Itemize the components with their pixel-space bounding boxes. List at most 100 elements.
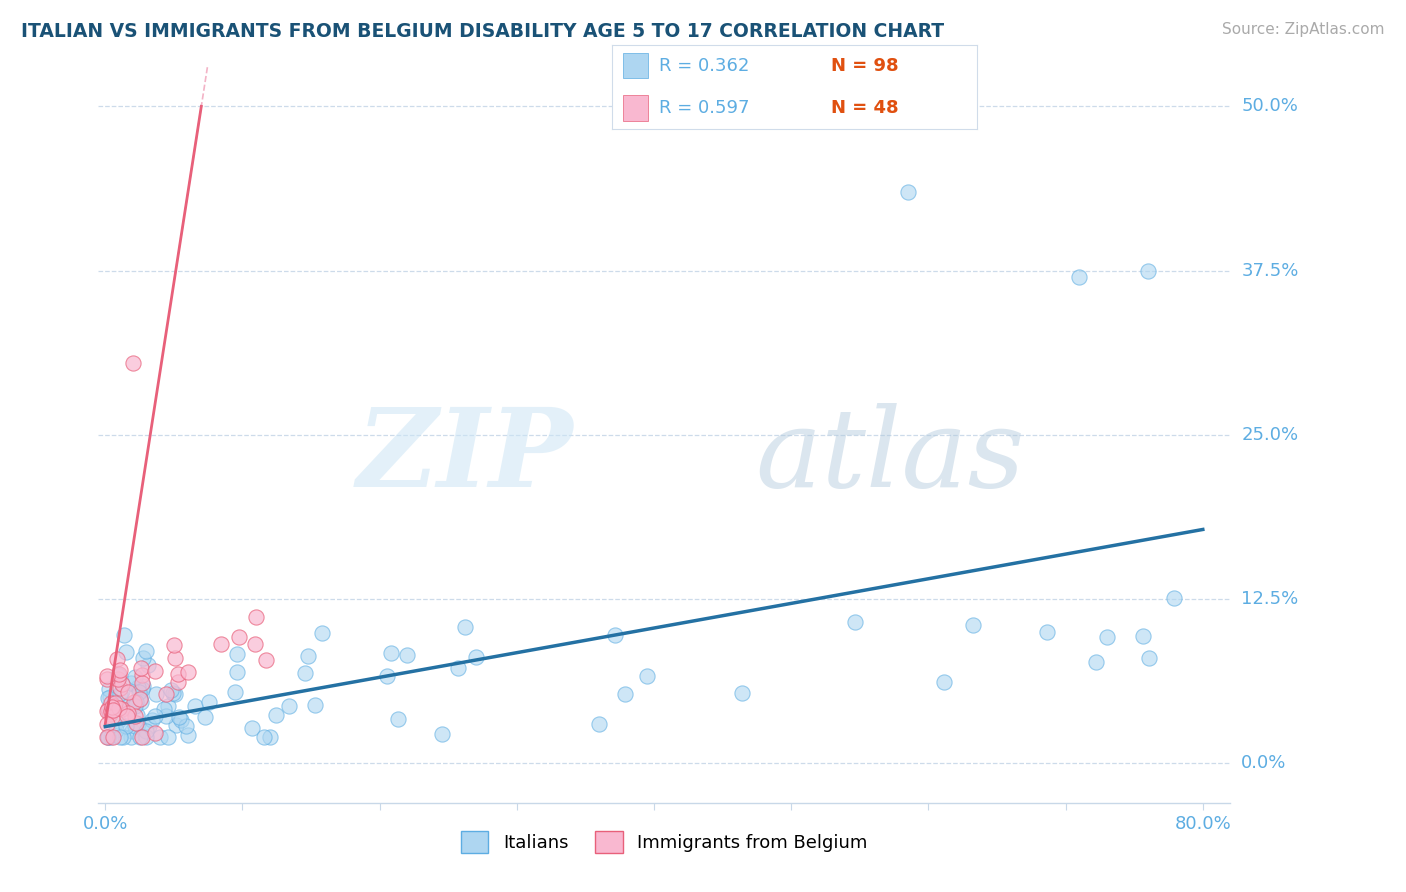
Point <box>897 185 920 199</box>
Point <box>131 668 153 682</box>
Point <box>209 637 232 651</box>
Point <box>98 690 121 704</box>
Point <box>96 704 118 718</box>
Point <box>118 698 141 712</box>
Point <box>297 648 319 663</box>
Point <box>141 713 163 727</box>
Point <box>1035 625 1057 640</box>
Point <box>294 665 316 680</box>
Point <box>104 697 127 711</box>
Point <box>636 669 658 683</box>
Point <box>128 685 150 699</box>
Point <box>120 676 142 690</box>
Point <box>464 650 486 665</box>
Point <box>96 717 118 731</box>
Text: atlas: atlas <box>755 403 1025 511</box>
Point <box>96 673 118 687</box>
Point <box>177 728 200 742</box>
Point <box>107 672 129 686</box>
Point <box>97 730 120 744</box>
Point <box>167 667 190 681</box>
Point <box>108 730 131 744</box>
Point <box>127 716 149 731</box>
Point <box>98 706 121 720</box>
Point <box>155 687 177 701</box>
Point <box>111 684 134 698</box>
Point <box>1136 263 1159 277</box>
Point <box>162 639 184 653</box>
Point <box>128 691 150 706</box>
Point <box>108 700 131 714</box>
Point <box>153 702 176 716</box>
Point <box>131 682 153 697</box>
Point <box>105 652 128 666</box>
Point <box>259 730 281 744</box>
Point <box>97 730 120 744</box>
Point <box>111 677 134 691</box>
Point <box>125 716 148 731</box>
Legend: Italians, Immigrants from Belgium: Italians, Immigrants from Belgium <box>454 823 875 860</box>
Point <box>98 707 121 722</box>
Point <box>253 730 276 744</box>
Point <box>97 701 120 715</box>
Point <box>932 674 955 689</box>
Text: N = 98: N = 98 <box>831 57 898 75</box>
Point <box>1095 630 1118 644</box>
Point <box>1132 629 1154 643</box>
Point <box>100 730 122 744</box>
Point <box>128 691 150 706</box>
Point <box>155 708 177 723</box>
Point <box>135 730 157 744</box>
Point <box>127 681 149 695</box>
Point <box>136 657 159 672</box>
Point <box>129 730 152 744</box>
Point <box>120 730 142 744</box>
Point <box>254 653 277 667</box>
Point <box>166 675 188 690</box>
Point <box>225 647 247 661</box>
Point <box>122 695 145 709</box>
Point <box>157 730 180 744</box>
Point <box>159 682 181 697</box>
Point <box>174 719 197 733</box>
Text: 25.0%: 25.0% <box>1241 425 1299 444</box>
Point <box>226 665 249 680</box>
Text: 50.0%: 50.0% <box>1241 97 1298 115</box>
Point <box>103 698 125 713</box>
Bar <box>623 54 648 78</box>
Point <box>163 651 186 665</box>
Point <box>183 699 205 714</box>
Point <box>396 648 419 663</box>
Text: R = 0.597: R = 0.597 <box>659 99 749 117</box>
Point <box>162 686 184 700</box>
Point <box>138 719 160 733</box>
Point <box>124 698 146 713</box>
Bar <box>623 95 648 120</box>
Point <box>194 710 217 724</box>
Point <box>110 663 132 677</box>
Text: Source: ZipAtlas.com: Source: ZipAtlas.com <box>1222 22 1385 37</box>
Point <box>132 650 155 665</box>
Point <box>430 727 453 741</box>
Point <box>107 667 129 681</box>
Point <box>124 670 146 684</box>
Point <box>588 717 610 731</box>
Point <box>112 628 135 642</box>
Text: 0.0%: 0.0% <box>1241 755 1286 772</box>
Point <box>1163 591 1185 605</box>
Point <box>145 687 167 701</box>
Text: ITALIAN VS IMMIGRANTS FROM BELGIUM DISABILITY AGE 5 TO 17 CORRELATION CHART: ITALIAN VS IMMIGRANTS FROM BELGIUM DISAB… <box>21 22 945 41</box>
Point <box>114 719 136 733</box>
Point <box>129 661 152 675</box>
Point <box>107 668 129 682</box>
Point <box>110 702 132 716</box>
Text: R = 0.362: R = 0.362 <box>659 57 749 75</box>
Point <box>100 704 122 718</box>
Point <box>454 620 477 634</box>
Point <box>120 701 142 715</box>
Point <box>108 687 131 701</box>
Point <box>100 697 122 711</box>
Point <box>731 686 754 700</box>
Point <box>264 708 287 723</box>
Point <box>105 723 128 738</box>
